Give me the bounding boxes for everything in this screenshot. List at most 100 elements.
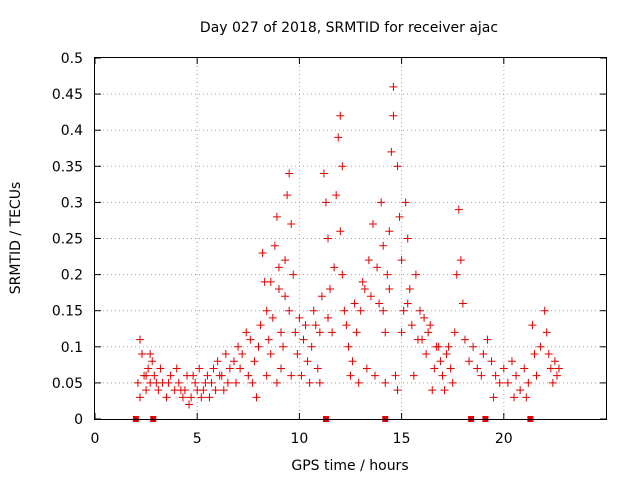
data-point xyxy=(148,357,157,366)
data-point xyxy=(491,371,500,380)
data-point xyxy=(324,313,333,322)
data-point xyxy=(430,364,439,373)
data-point xyxy=(342,321,351,330)
data-point xyxy=(550,357,559,366)
data-point xyxy=(305,378,314,387)
data-point xyxy=(520,364,529,373)
data-point xyxy=(424,328,433,337)
data-point xyxy=(324,234,333,243)
data-point xyxy=(465,357,474,366)
data-point xyxy=(281,256,290,265)
y-tick-label: 0.45 xyxy=(52,87,83,103)
data-point xyxy=(229,357,238,366)
data-point xyxy=(187,393,196,402)
data-point xyxy=(399,306,408,315)
data-point xyxy=(507,357,516,366)
data-point xyxy=(456,256,465,265)
data-point xyxy=(285,169,294,178)
data-point xyxy=(409,371,418,380)
data-point xyxy=(266,350,275,359)
data-point xyxy=(189,371,198,380)
data-point xyxy=(552,371,561,380)
data-point xyxy=(487,357,496,366)
y-axis-label: SRMTID / TECUs xyxy=(8,182,24,295)
data-point xyxy=(209,364,218,373)
data-point xyxy=(420,313,429,322)
data-point xyxy=(277,364,286,373)
data-point xyxy=(385,285,394,294)
data-point xyxy=(546,364,555,373)
data-point xyxy=(536,342,545,351)
data-point xyxy=(291,328,300,337)
data-point xyxy=(510,393,519,402)
x-tick-label: 15 xyxy=(393,431,411,447)
data-point xyxy=(405,285,414,294)
data-point xyxy=(328,328,337,337)
data-point xyxy=(397,328,406,337)
plot-frame xyxy=(94,57,607,420)
data-point xyxy=(315,378,324,387)
data-point xyxy=(397,256,406,265)
data-point xyxy=(309,306,318,315)
data-point xyxy=(452,270,461,279)
data-point xyxy=(428,386,437,395)
data-point xyxy=(330,263,339,272)
y-tick-label: 0.1 xyxy=(61,340,83,356)
data-point xyxy=(326,285,335,294)
data-point xyxy=(246,335,255,344)
data-point xyxy=(389,111,398,120)
y-tick-label: 0.25 xyxy=(52,232,83,248)
y-tick-label: 0.3 xyxy=(61,195,83,211)
data-point xyxy=(426,321,435,330)
data-point xyxy=(528,321,537,330)
data-point xyxy=(516,386,525,395)
data-point xyxy=(411,270,420,279)
data-point xyxy=(540,306,549,315)
data-point xyxy=(250,357,259,366)
data-point xyxy=(344,342,353,351)
grid-layer xyxy=(95,58,606,419)
x-tick-label: 10 xyxy=(290,431,308,447)
data-point xyxy=(252,393,261,402)
data-point xyxy=(381,378,390,387)
data-point xyxy=(338,162,347,171)
data-point xyxy=(297,371,306,380)
x-tick-label: 0 xyxy=(91,431,100,447)
data-point xyxy=(340,306,349,315)
y-tick-label: 0.15 xyxy=(52,304,83,320)
data-point xyxy=(387,147,396,156)
data-point xyxy=(142,371,151,380)
data-point xyxy=(477,371,486,380)
data-point xyxy=(162,393,171,402)
data-point xyxy=(281,292,290,301)
data-point xyxy=(156,364,165,373)
data-point xyxy=(268,313,277,322)
data-point xyxy=(489,393,498,402)
data-point xyxy=(242,328,251,337)
data-point xyxy=(313,364,322,373)
data-point xyxy=(279,342,288,351)
data-point xyxy=(144,364,153,373)
data-point xyxy=(244,371,253,380)
data-point xyxy=(293,350,302,359)
data-point xyxy=(321,198,330,207)
data-point xyxy=(391,371,400,380)
data-point xyxy=(446,364,455,373)
data-point xyxy=(532,371,541,380)
data-point xyxy=(403,299,412,308)
data-point xyxy=(377,198,386,207)
data-point xyxy=(483,335,492,344)
data-point xyxy=(366,292,375,301)
data-point xyxy=(389,82,398,91)
data-point xyxy=(215,371,224,380)
data-point xyxy=(512,371,521,380)
data-point xyxy=(225,364,234,373)
data-point xyxy=(287,371,296,380)
data-point xyxy=(311,321,320,330)
data-point xyxy=(442,350,451,359)
data-point xyxy=(262,371,271,380)
data-point xyxy=(301,321,310,330)
data-point xyxy=(150,371,159,380)
data-point xyxy=(371,371,380,380)
